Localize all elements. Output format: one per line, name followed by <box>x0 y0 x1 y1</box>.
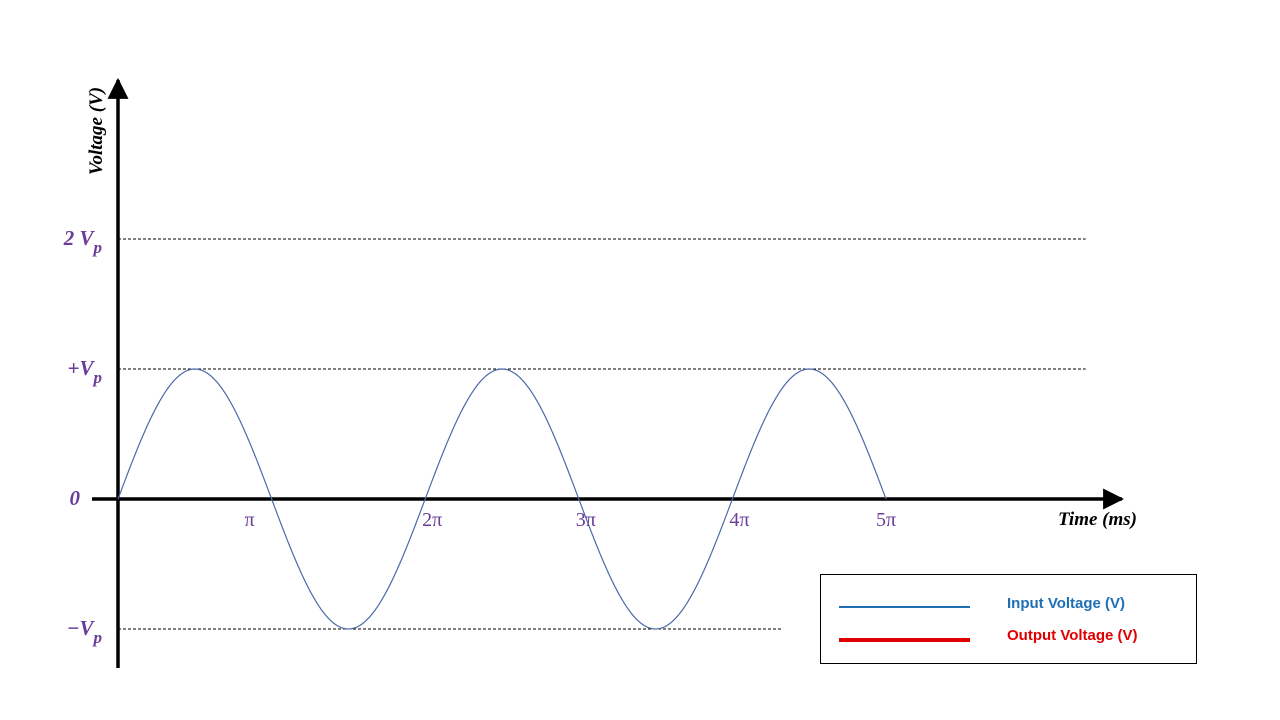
y-axis-title: Voltage (V) <box>86 87 107 175</box>
y-tick-label: −Vp <box>67 616 102 647</box>
x-tick-label: π <box>245 509 255 531</box>
y-tick-label: 2 Vp <box>63 226 102 257</box>
legend: Input Voltage (V) Output Voltage (V) <box>820 574 1197 664</box>
x-tick-label: 4π <box>729 509 749 531</box>
legend-label-output: Output Voltage (V) <box>1007 627 1138 644</box>
legend-swatch-output <box>839 638 970 642</box>
y-tick-label: 0 <box>70 486 81 510</box>
series-line-input-voltage <box>117 368 887 630</box>
x-tick-label: 3π <box>576 509 596 531</box>
x-axis-title: Time (ms) <box>1058 509 1137 530</box>
x-tick-label: 2π <box>422 509 442 531</box>
legend-label-input: Input Voltage (V) <box>1007 595 1126 612</box>
legend-swatch-input <box>839 606 970 608</box>
x-tick-label: 5π <box>876 509 896 531</box>
y-tick-label: +Vp <box>68 356 102 387</box>
